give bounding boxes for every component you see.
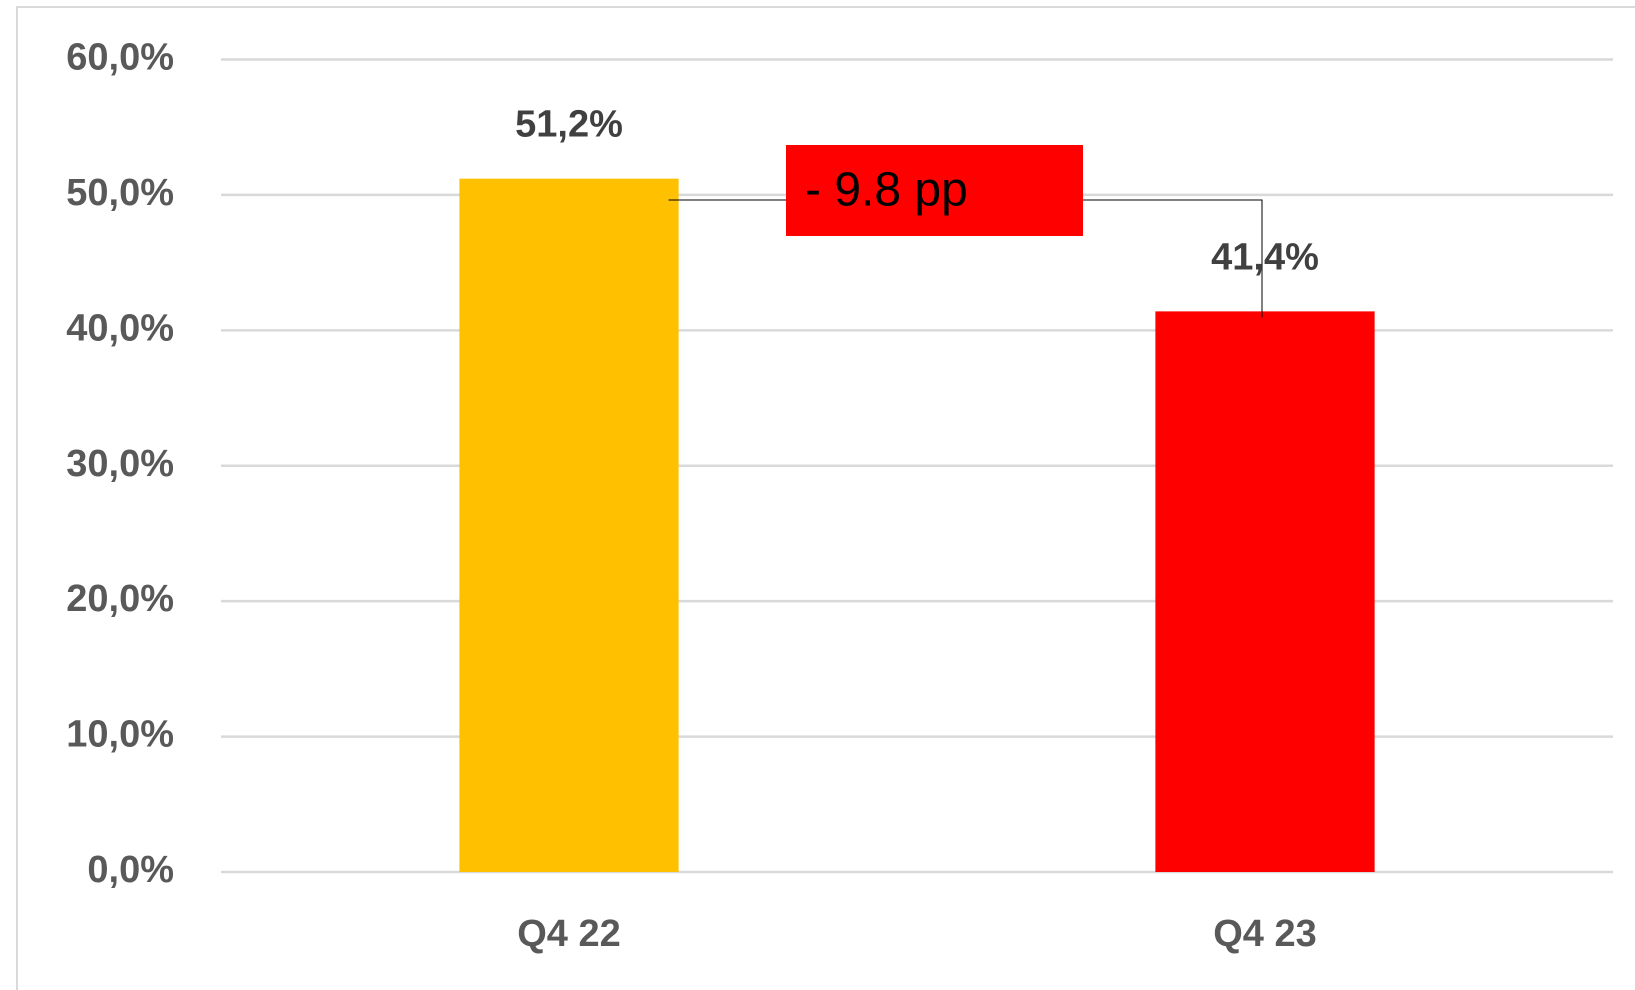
y-tick-label: 30,0% — [66, 443, 174, 485]
annotation: - 9.8 pp — [805, 164, 968, 217]
x-tick-label: Q4 22 — [517, 913, 621, 955]
connector — [1083, 199, 1263, 318]
x-tick-label: Q4 23 — [1213, 913, 1317, 955]
value-label: 51,2% — [515, 104, 623, 146]
annotation-box — [786, 145, 1083, 236]
y-tick-label: 40,0% — [66, 307, 174, 349]
y-tick-label: 20,0% — [66, 578, 174, 620]
y-tick-label: 50,0% — [66, 172, 174, 214]
chart-frame — [16, 6, 1635, 990]
bar — [1155, 311, 1375, 872]
y-tick-label: 0,0% — [87, 849, 174, 891]
y-tick-label: 60,0% — [66, 37, 174, 79]
y-tick-label: 10,0% — [66, 714, 174, 756]
bar — [459, 178, 679, 872]
value-label: 41,4% — [1211, 236, 1319, 278]
